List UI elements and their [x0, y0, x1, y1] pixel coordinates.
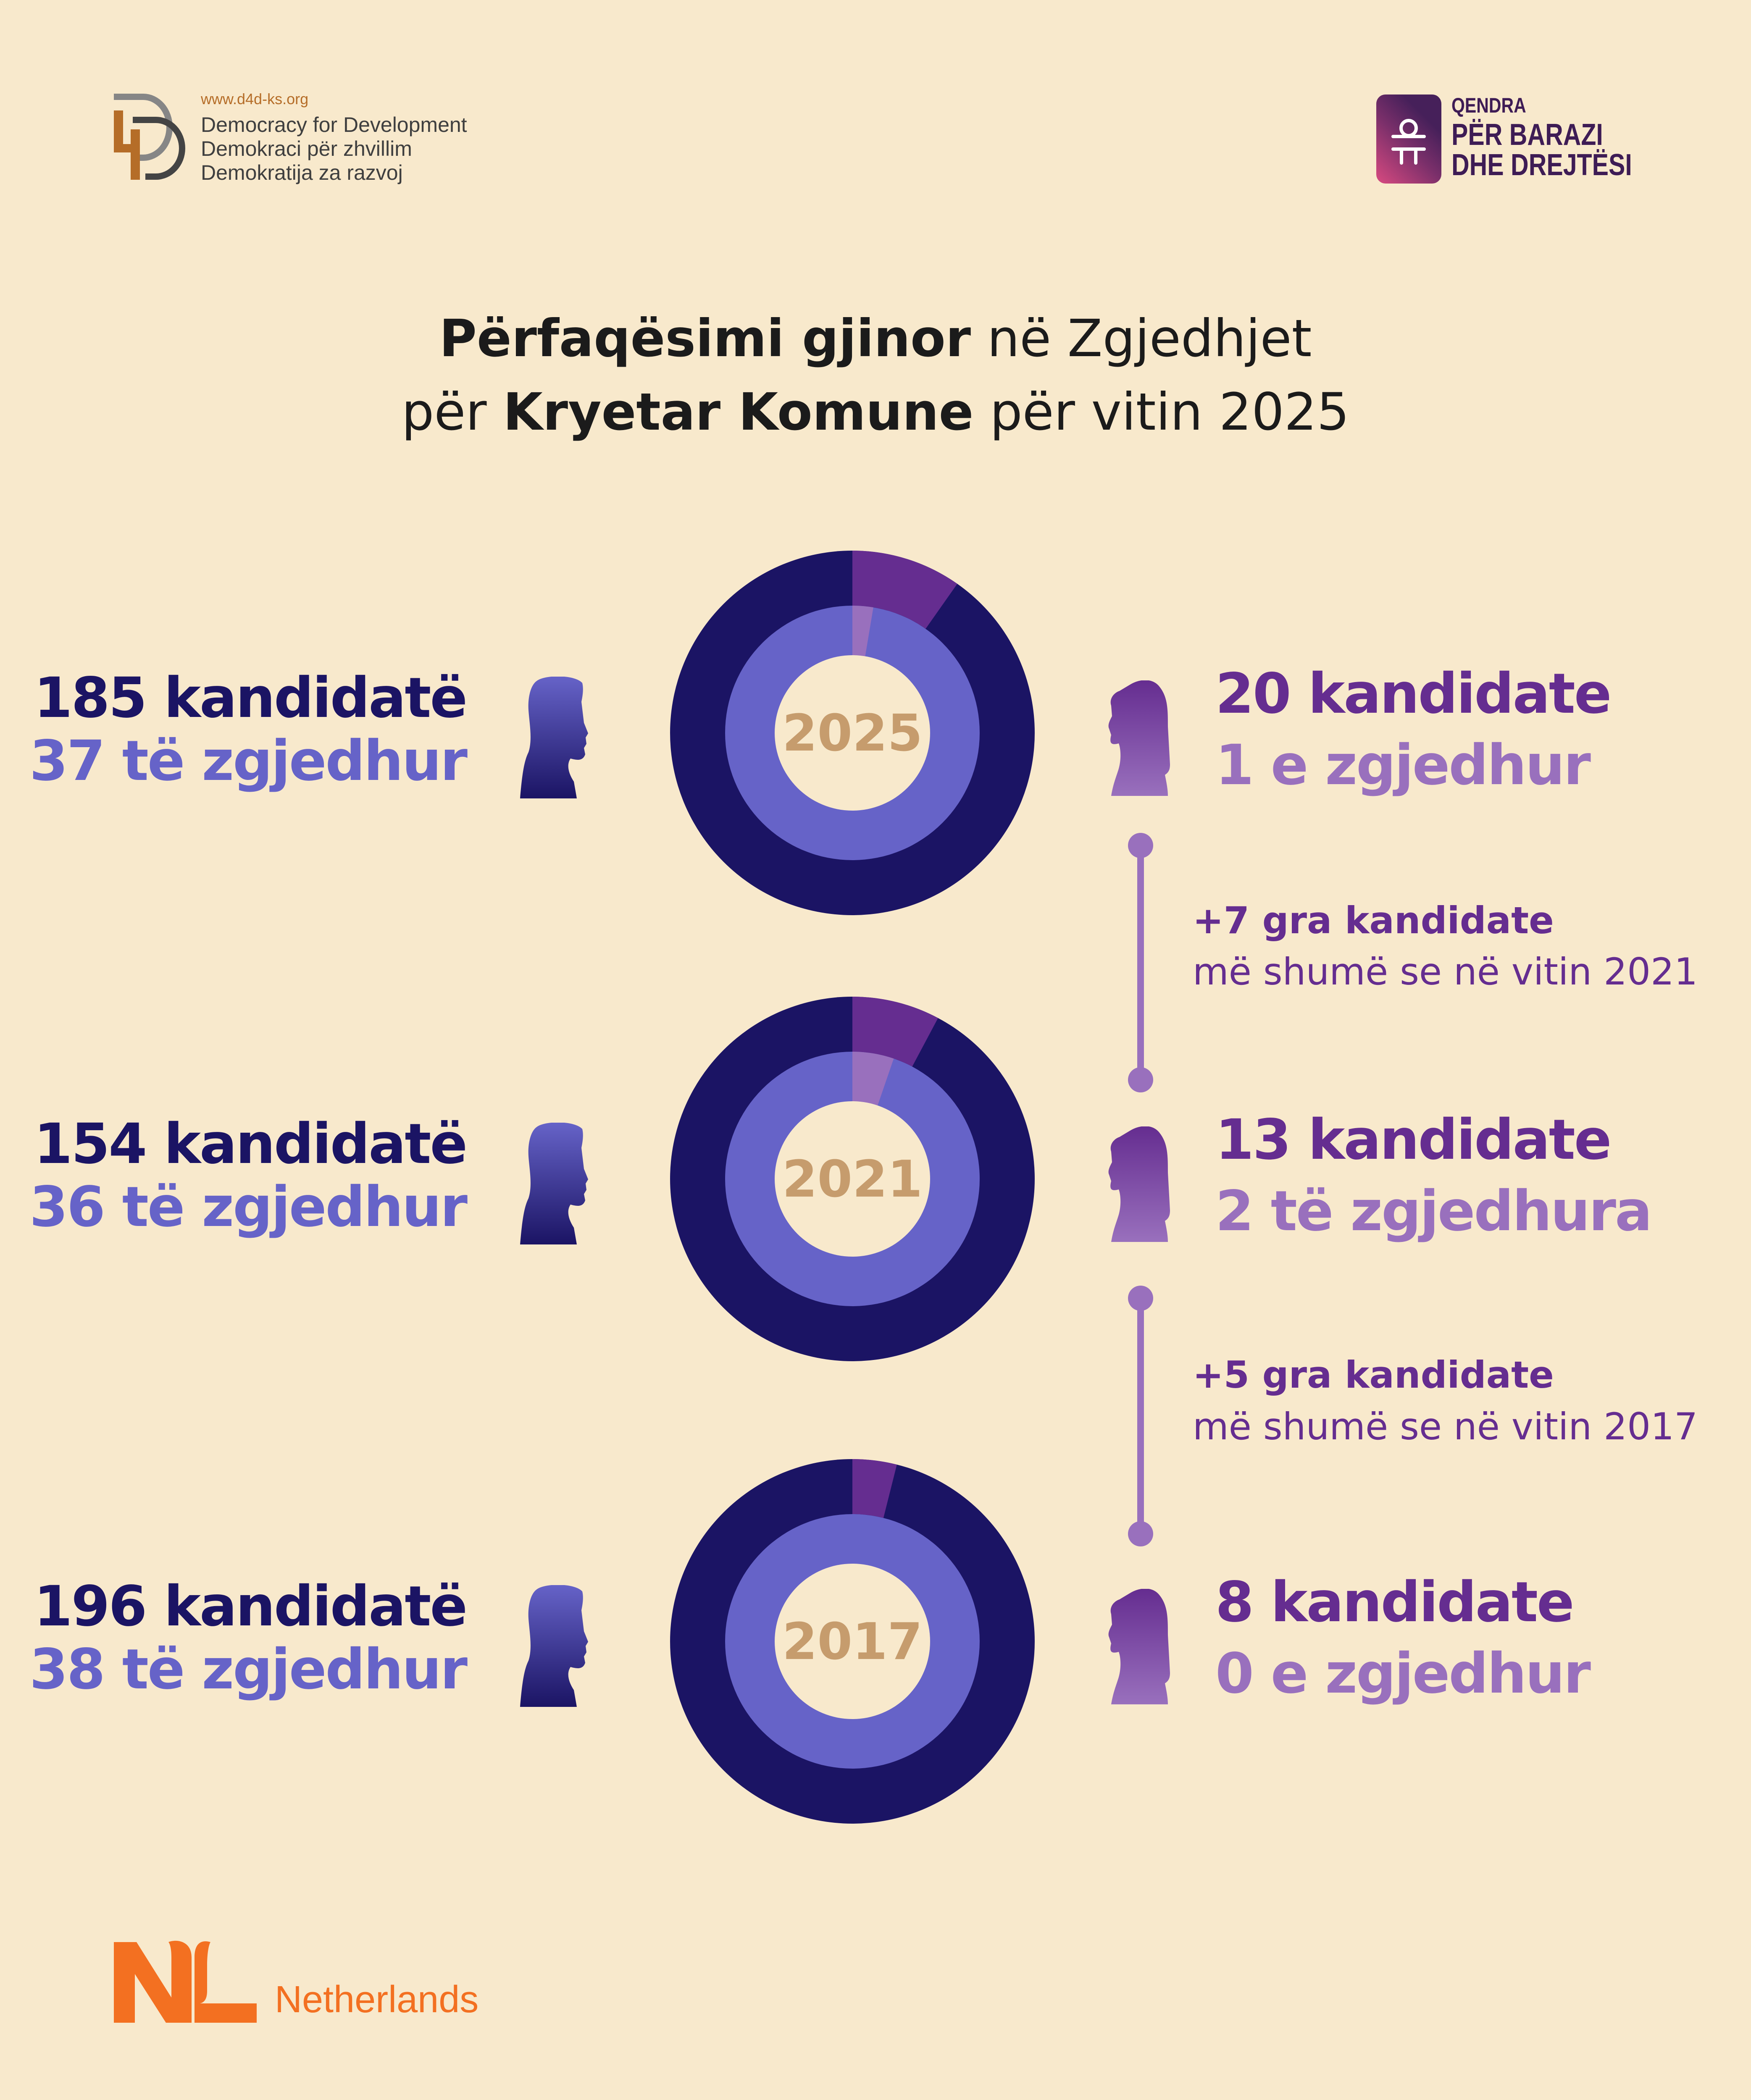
donut-hole: [775, 655, 930, 811]
change-2021-text: më shumë se në vitin 2017: [1193, 1405, 1698, 1448]
men-elected-label: 37 të zgjedhur: [29, 729, 468, 793]
change-2021-bold: +5 gra kandidate: [1193, 1353, 1554, 1396]
timeline-dot: [1128, 833, 1153, 858]
man-silhouette-icon: [520, 1585, 588, 1707]
qendra-line1: QENDRA: [1451, 94, 1526, 117]
women-elected-label: 2 të zgjedhura: [1215, 1179, 1652, 1244]
title-line2: për Kryetar Komune për vitin 2025: [0, 382, 1751, 442]
women-candidates-slice-2025: [852, 551, 957, 629]
women-candidates-slice-2017: [852, 1459, 897, 1518]
woman-silhouette-icon: [1108, 1589, 1170, 1704]
title-rest-2: për vitin 2025: [973, 382, 1350, 442]
change-2025-bold: +7 gra kandidate: [1193, 899, 1554, 942]
women-candidates-label: 20 kandidate: [1215, 662, 1612, 726]
women-elected-label: 0 e zgjedhur: [1215, 1641, 1591, 1706]
timeline-dot: [1128, 1521, 1153, 1546]
men-candidates-label: 185 kandidatë: [34, 666, 468, 730]
change-2025-text: më shumë se në vitin 2021: [1193, 950, 1698, 993]
women-elected-slice-2025: [852, 606, 873, 656]
d4d-name-en: Democracy for Development: [201, 113, 467, 136]
title-bold-1: Përfaqësimi gjinor: [439, 309, 971, 368]
woman-silhouette-icon: [1108, 680, 1170, 796]
women-elected-slice-2021: [852, 1052, 894, 1106]
donut-charts: 2025 2021 2017: [670, 551, 1035, 1824]
qendra-line2: PËR BARAZI: [1451, 118, 1603, 152]
women-candidates-label: 13 kandidate: [1215, 1108, 1612, 1172]
timeline-line-2: [1137, 1298, 1144, 1534]
man-silhouette-icon: [520, 1123, 588, 1244]
men-candidates-label: 154 kandidatë: [34, 1112, 468, 1176]
men-elected-label: 38 të zgjedhur: [29, 1637, 468, 1702]
balance-icon: [1391, 119, 1426, 165]
woman-silhouette-icon: [1108, 1126, 1170, 1242]
d4d-url[interactable]: www.d4d-ks.org: [201, 90, 309, 108]
donut-hole: [775, 1101, 930, 1257]
women-candidates-slice-2021: [852, 997, 938, 1067]
title-rest-1: në Zgjedhjet: [970, 309, 1312, 368]
d4d-name-sr: Demokratija za razvoj: [201, 161, 403, 184]
qendra-line3: DHE DREJTËSI: [1451, 148, 1632, 182]
year-label-2017: 2017: [782, 1613, 923, 1671]
year-label-2025: 2025: [782, 704, 923, 763]
women-candidates-label: 8 kandidate: [1215, 1570, 1575, 1635]
timeline-dot: [1128, 1067, 1153, 1092]
title-pre-2: për: [401, 382, 503, 442]
man-silhouette-icon: [520, 677, 588, 798]
men-elected-label: 36 të zgjedhur: [29, 1175, 468, 1239]
timeline-dot: [1128, 1286, 1153, 1311]
d4d-name-sq: Demokraci për zhvillim: [201, 137, 412, 160]
d4d-logo-mark: [114, 94, 185, 180]
netherlands-logo-mark: [114, 1940, 257, 2023]
donut-hole: [775, 1564, 930, 1719]
netherlands-label: Netherlands: [275, 1979, 479, 2021]
timeline-line-1: [1137, 845, 1144, 1080]
title-line1: Përfaqësimi gjinor në Zgjedhjet: [0, 309, 1751, 368]
year-label-2021: 2021: [782, 1150, 923, 1209]
qendra-logo-mark: [1376, 94, 1441, 184]
women-elected-label: 1 e zgjedhur: [1215, 733, 1591, 798]
men-candidates-label: 196 kandidatë: [34, 1574, 468, 1639]
title-bold-2: Kryetar Komune: [503, 382, 974, 442]
d4d-logo: [114, 94, 189, 182]
